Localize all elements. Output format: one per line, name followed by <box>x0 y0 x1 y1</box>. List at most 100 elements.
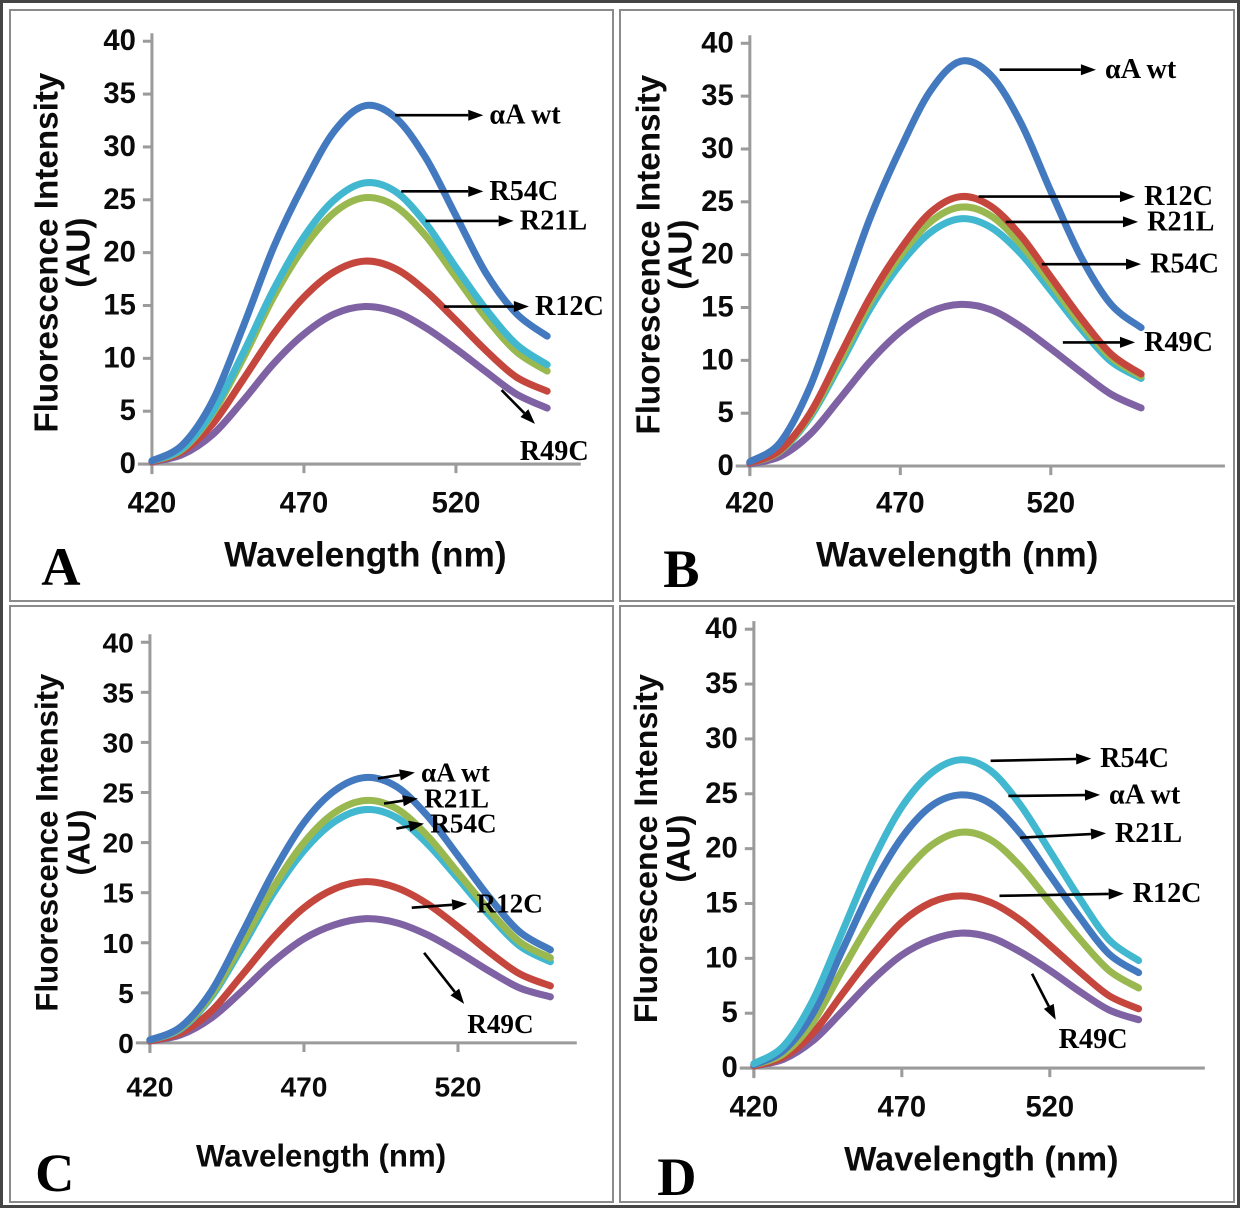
y-tick-label: 40 <box>103 25 135 57</box>
series-label-r12c: R12C <box>1144 181 1213 212</box>
annotation-arrowhead <box>408 820 425 832</box>
series-label-r49c: R49C <box>520 436 589 467</box>
annotation-arrowhead <box>1084 789 1101 801</box>
annotation-arrow-line <box>411 903 453 910</box>
y-tick-label: 35 <box>103 78 135 110</box>
series-label-r54c: R54C <box>430 809 496 839</box>
y-axis-title: Fluorescence Intensity(AU) <box>29 673 96 1012</box>
y-axis-title: Fluorescence Intensity(AU) <box>628 674 696 1023</box>
x-tick-label: 470 <box>876 487 925 519</box>
y-tick-label: 5 <box>118 977 134 1009</box>
y-axis-title: Fluorescence Intensity(AU) <box>28 72 97 433</box>
y-tick-label: 40 <box>102 626 133 658</box>
y-tick-label: 5 <box>718 397 734 429</box>
y-tick-label: 35 <box>705 668 737 700</box>
annotation-arrowhead <box>468 109 484 121</box>
x-tick-label: 520 <box>434 1070 481 1102</box>
x-tick-label: 520 <box>1025 1091 1074 1123</box>
x-tick-label: 420 <box>725 487 774 519</box>
annotation-arrow-line <box>377 773 401 780</box>
x-tick-label: 520 <box>432 487 481 519</box>
y-tick-label: 20 <box>705 833 737 865</box>
x-tick-label: 420 <box>126 1070 173 1102</box>
y-tick-label: 40 <box>701 27 733 59</box>
series-label-r12c: R12C <box>535 291 604 322</box>
annotation-arrowhead <box>513 300 529 313</box>
series-line-r12c <box>146 878 554 1045</box>
y-tick-label: 10 <box>102 927 133 959</box>
series-line-r12c <box>750 892 1143 1070</box>
annotation-arrowhead <box>1075 753 1092 765</box>
y-tick-label: 0 <box>722 1052 738 1084</box>
annotation-r12c: R12C <box>978 181 1213 212</box>
panel-letter-C: C <box>35 1143 74 1201</box>
annotation-r49c: R49C <box>423 951 534 1039</box>
annotation-r54c: R54C <box>396 809 497 839</box>
y-tick-label: 20 <box>701 239 733 271</box>
annotation-arrow-line <box>1020 832 1092 839</box>
series-label-a-wt: αA wt <box>1109 779 1181 810</box>
y-tick-label: 30 <box>102 726 133 758</box>
annotation-r49c: R49C <box>500 389 589 467</box>
y-tick-label: 15 <box>705 887 737 919</box>
y-tick-label: 40 <box>705 613 737 645</box>
annotation-r21l: R21L <box>425 205 587 236</box>
series-line-r49c <box>750 929 1143 1070</box>
annotation-r12c: R12C <box>999 878 1202 909</box>
x-tick-label: 420 <box>128 487 177 519</box>
series-label-a-wt: αA wt <box>421 757 490 787</box>
series-line-r21l <box>750 828 1143 1069</box>
x-axis-title: Wavelength (nm) <box>224 536 506 575</box>
y-tick-label: 10 <box>701 344 733 376</box>
chart-panel-D: 0 5 10 15 20 25 30 35 40 420 470 520 Wavelength (nm)… <box>628 613 1205 1201</box>
panel-C: 0 5 10 15 20 25 30 35 40 420 470 520 Wavelength (nm)… <box>9 605 614 1203</box>
annotation-arrow-line <box>383 799 404 805</box>
series-label-r21l: R21L <box>424 784 489 814</box>
annotation-arrowhead <box>1080 64 1097 76</box>
x-tick-label: 470 <box>877 1091 926 1123</box>
series-line-r21l <box>148 193 551 465</box>
series-label-r12c: R12C <box>476 889 542 919</box>
y-tick-label: 5 <box>722 997 738 1029</box>
series-line-r12c <box>746 192 1145 467</box>
annotation-arrow-line <box>1008 793 1086 798</box>
annotation-arrowhead <box>451 899 468 911</box>
series-line-a-wt <box>148 101 551 465</box>
annotation-arrow-line <box>1030 973 1050 1007</box>
series-label-r21l: R21L <box>520 205 587 236</box>
series-line-a-wt <box>146 773 554 1044</box>
series-label-r49c: R49C <box>1144 327 1213 358</box>
series-label-r54c: R54C <box>1100 743 1169 774</box>
annotation-arrowhead <box>1119 191 1136 203</box>
y-tick-label: 0 <box>120 448 136 480</box>
series-line-r54c <box>148 179 551 465</box>
panel-letter-D: D <box>657 1147 696 1201</box>
annotation-arrowhead <box>468 185 484 197</box>
x-tick-label: 520 <box>1026 487 1075 519</box>
y-tick-label: 0 <box>118 1027 134 1059</box>
series-line-a-wt <box>746 57 1145 466</box>
y-tick-label: 30 <box>701 133 733 165</box>
series-label-r12c: R12C <box>1133 878 1202 909</box>
series-line-r12c <box>148 257 551 466</box>
annotation-a-wt: αA wt <box>395 100 561 131</box>
y-tick-label: 20 <box>103 237 135 269</box>
annotation-arrowhead <box>1090 828 1107 840</box>
annotation-arrow-line <box>990 757 1077 763</box>
annotation-arrowhead <box>402 795 418 807</box>
annotation-arrowhead <box>498 215 514 227</box>
y-tick-label: 35 <box>701 80 733 112</box>
annotation-a-wt: αA wt <box>1008 779 1181 810</box>
annotation-r12c: R12C <box>411 889 543 919</box>
series-line-r49c <box>148 302 551 466</box>
annotation-r54c: R54C <box>401 176 558 207</box>
panel-B: 0 5 10 15 20 25 30 35 40 420 470 520 Wavelength (nm)… <box>619 9 1235 602</box>
annotation-r21l: R21L <box>1005 206 1214 237</box>
y-tick-label: 5 <box>120 395 136 427</box>
annotation-r21l: R21L <box>383 784 489 814</box>
series-label-r21l: R21L <box>1115 818 1182 849</box>
x-tick-label: 420 <box>730 1091 779 1123</box>
annotation-r54c: R54C <box>1041 249 1219 280</box>
annotation-arrow-line <box>423 951 456 993</box>
